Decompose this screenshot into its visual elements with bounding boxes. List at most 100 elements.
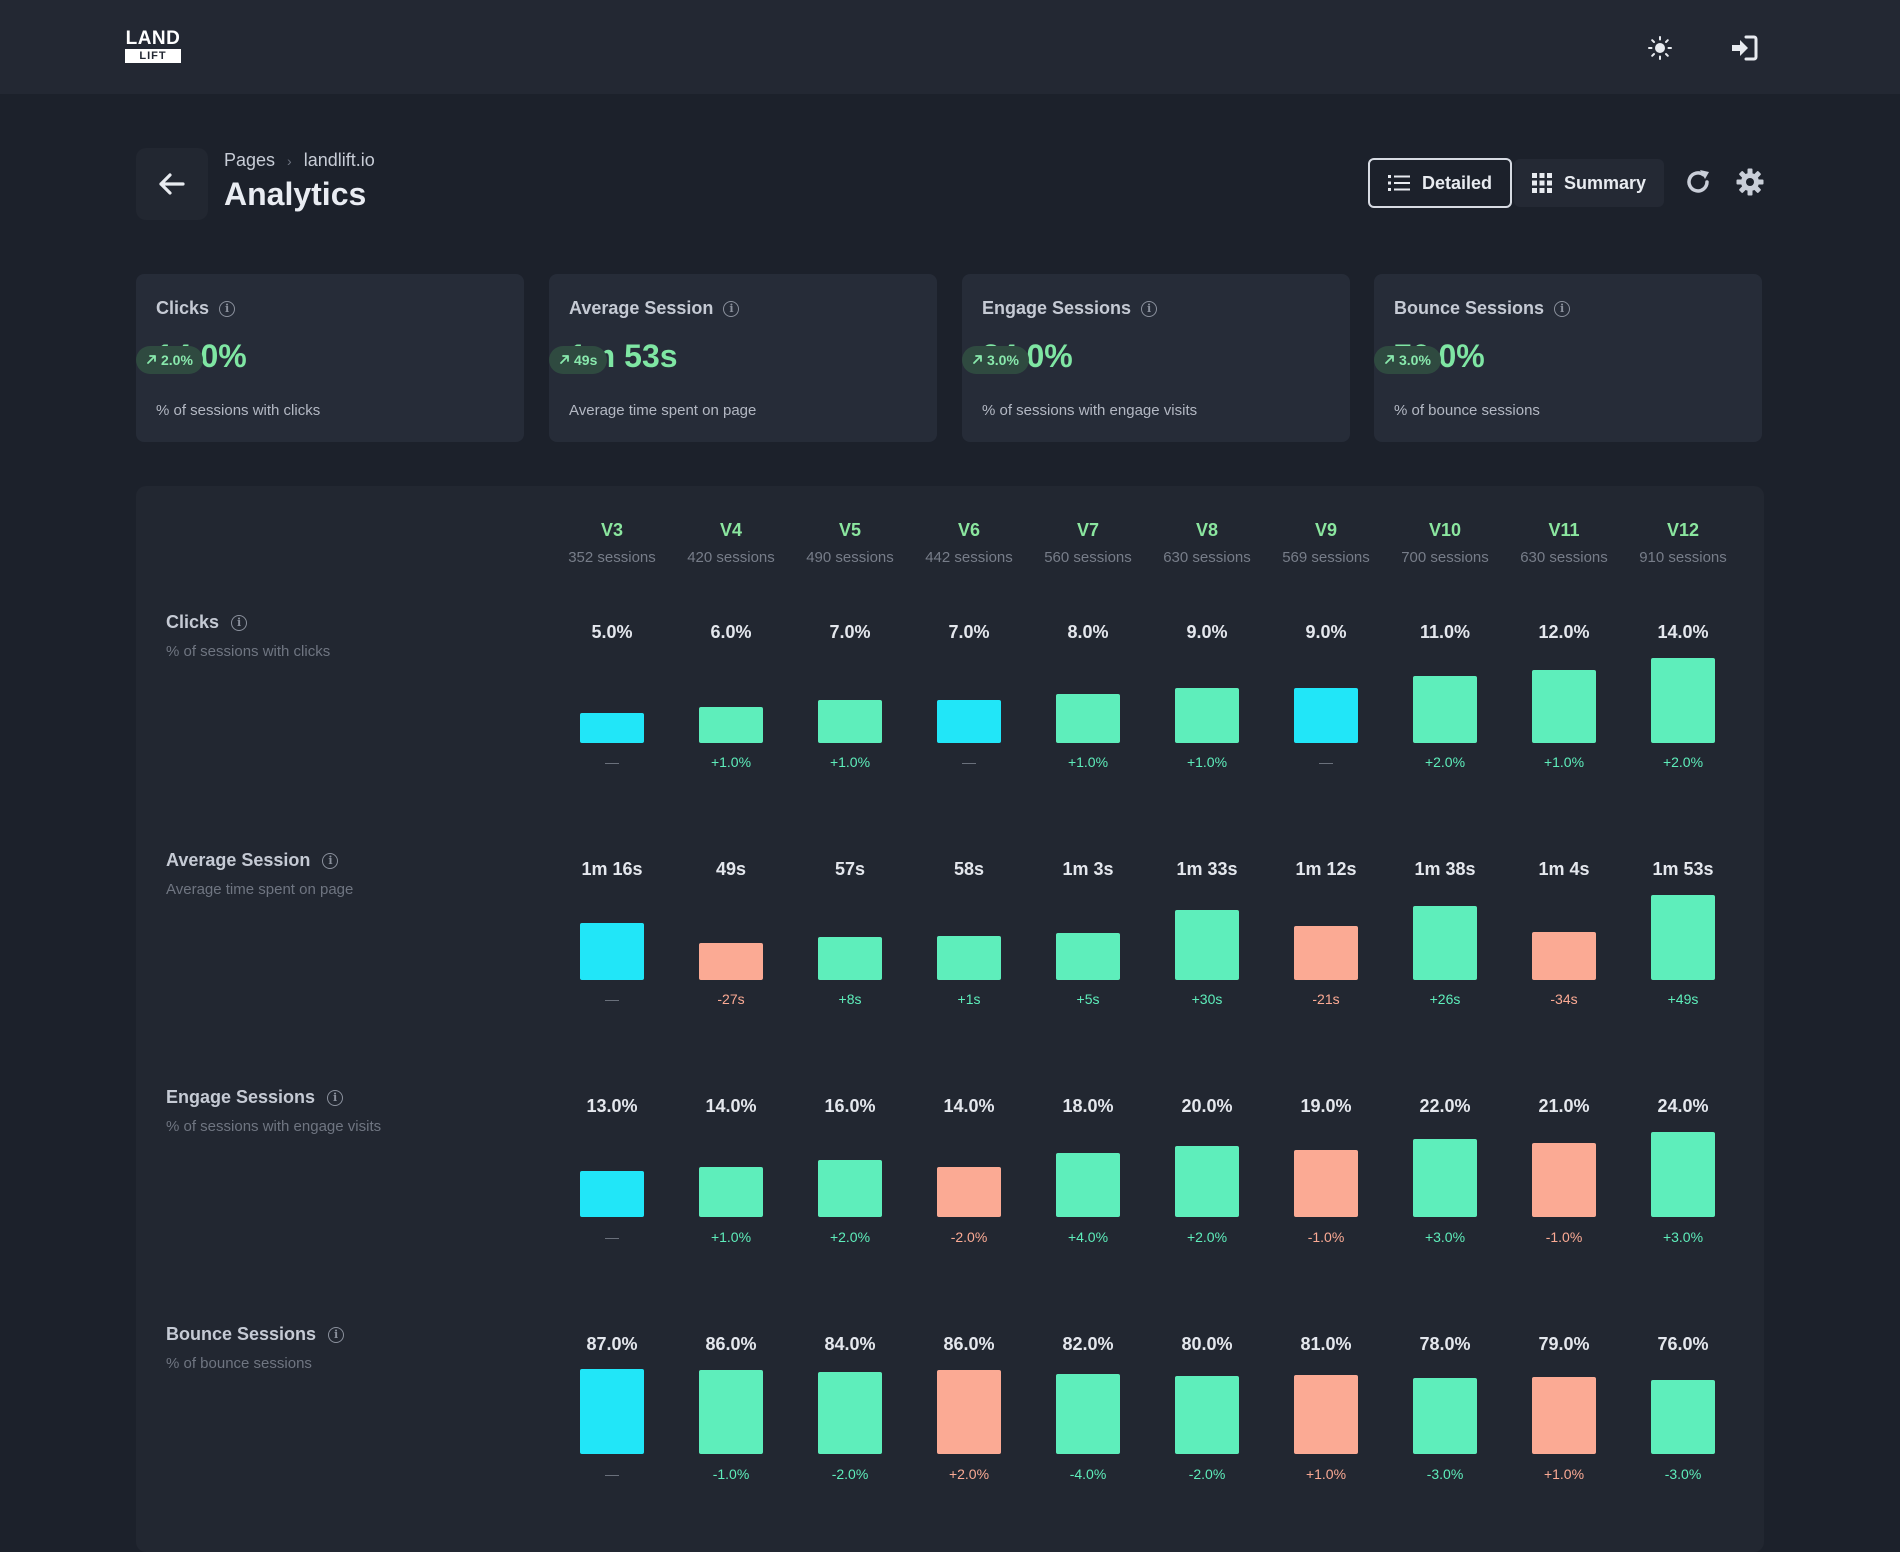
metric-delta: — (962, 754, 976, 770)
refresh-icon[interactable] (1680, 164, 1716, 200)
metric-row-label: Clicks i % of sessions with clicks (166, 612, 330, 660)
metric-bar[interactable] (699, 1370, 763, 1454)
arrow-up-right-icon (559, 352, 570, 368)
metric-value: 9.0% (1305, 622, 1347, 642)
metric-value: 79.0% (1538, 1334, 1590, 1354)
metric-value: 21.0% (1538, 1096, 1590, 1116)
metric-bar[interactable] (1294, 926, 1358, 980)
metric-bar[interactable] (1294, 688, 1358, 743)
metric-bar[interactable] (1175, 1146, 1239, 1217)
metric-bar[interactable] (1056, 933, 1120, 980)
metric-delta: +2.0% (1662, 754, 1704, 770)
metric-bar[interactable] (580, 1369, 644, 1454)
metric-delta: — (605, 754, 619, 770)
metric-delta: +1.0% (1067, 754, 1109, 770)
metric-value: 5.0% (591, 622, 633, 642)
metric-title: Average Session i (166, 850, 353, 871)
summary-card-change-badge: 49s (549, 346, 608, 374)
info-icon[interactable]: i (219, 300, 236, 317)
metric-bar[interactable] (1175, 910, 1239, 980)
summary-view-button[interactable]: Summary (1514, 159, 1665, 207)
gear-icon[interactable] (1732, 164, 1768, 200)
detailed-view-button[interactable]: Detailed (1368, 158, 1513, 208)
metric-bar[interactable] (1651, 1132, 1715, 1217)
version-name: V5 (838, 520, 862, 540)
metric-bar[interactable] (1532, 670, 1596, 743)
metric-delta: +1.0% (710, 1229, 752, 1245)
metric-delta: — (605, 1229, 619, 1245)
summary-card-title-text: Engage Sessions (982, 298, 1132, 318)
metric-bar[interactable] (699, 943, 763, 980)
metric-bar[interactable] (937, 1167, 1001, 1217)
metric-delta: -3.0% (1426, 1466, 1464, 1482)
metric-bar[interactable] (1651, 1380, 1715, 1454)
breadcrumb: Pages › landlift.io (224, 150, 375, 171)
metric-delta: +30s (1191, 991, 1223, 1007)
breadcrumb-pages[interactable]: Pages (224, 150, 276, 170)
list-icon (1388, 175, 1410, 191)
metric-row-label: Bounce Sessions i % of bounce sessions (166, 1324, 345, 1372)
logo-text-top: LAND (125, 28, 181, 49)
version-name: V8 (1195, 520, 1219, 540)
metric-bar[interactable] (818, 700, 882, 743)
metric-bar[interactable] (937, 1370, 1001, 1454)
metric-bar[interactable] (1651, 658, 1715, 743)
info-icon[interactable]: i (327, 1089, 344, 1106)
metric-value: 13.0% (586, 1096, 638, 1116)
info-icon[interactable]: i (1141, 300, 1158, 317)
metric-bar[interactable] (1532, 932, 1596, 980)
info-icon[interactable]: i (723, 300, 740, 317)
info-icon[interactable]: i (328, 1326, 345, 1343)
metric-bar[interactable] (1056, 1153, 1120, 1217)
metric-bar[interactable] (1413, 676, 1477, 743)
version-sessions: 569 sessions (1282, 549, 1370, 566)
metric-delta: -4.0% (1069, 1466, 1107, 1482)
metric-bar[interactable] (1175, 1376, 1239, 1454)
metric-bar[interactable] (699, 707, 763, 743)
metric-bar[interactable] (699, 1167, 763, 1217)
metric-bar[interactable] (1294, 1150, 1358, 1217)
metric-delta: +49s (1667, 991, 1699, 1007)
landlift-logo[interactable]: LAND LIFT (124, 28, 182, 64)
metric-delta: -2.0% (1188, 1466, 1226, 1482)
info-icon[interactable]: i (1554, 300, 1571, 317)
sun-icon[interactable] (1642, 30, 1678, 66)
metric-bar[interactable] (580, 1171, 644, 1217)
version-sessions: 420 sessions (687, 549, 775, 566)
version-name: V3 (600, 520, 624, 540)
metric-bar[interactable] (1056, 694, 1120, 743)
metric-delta: +2.0% (1186, 1229, 1228, 1245)
metric-title-text: Clicks (166, 612, 220, 632)
metric-bar[interactable] (818, 937, 882, 980)
version-column-header: V5 490 sessions (800, 520, 900, 566)
metric-bar[interactable] (937, 700, 1001, 743)
metric-bar[interactable] (1175, 688, 1239, 743)
arrow-up-right-icon (146, 352, 157, 368)
metric-value: 22.0% (1419, 1096, 1471, 1116)
metric-bar[interactable] (1651, 895, 1715, 980)
metric-bar[interactable] (1413, 906, 1477, 980)
summary-card-title-text: Clicks (156, 298, 210, 318)
metric-bar[interactable] (818, 1160, 882, 1217)
metric-bar[interactable] (580, 923, 644, 980)
back-button[interactable] (136, 148, 208, 220)
metric-bar[interactable] (1413, 1378, 1477, 1454)
metric-value: 87.0% (586, 1334, 638, 1354)
summary-card-description: % of bounce sessions (1394, 402, 1540, 419)
metric-bar[interactable] (1294, 1375, 1358, 1454)
metric-bar[interactable] (1532, 1143, 1596, 1217)
metric-description: Average time spent on page (166, 881, 354, 898)
sign-in-icon[interactable] (1726, 30, 1762, 66)
metric-bar[interactable] (1413, 1139, 1477, 1217)
metric-bar[interactable] (1056, 1374, 1120, 1454)
metric-bar[interactable] (937, 936, 1001, 980)
logo-text-bottom: LIFT (125, 49, 181, 63)
metric-delta: -21s (1312, 991, 1340, 1007)
metric-description: % of sessions with engage visits (166, 1118, 382, 1135)
info-icon[interactable]: i (231, 614, 248, 631)
metric-bar[interactable] (818, 1372, 882, 1454)
metric-bar[interactable] (1532, 1377, 1596, 1454)
version-name: V4 (719, 520, 743, 540)
info-icon[interactable]: i (322, 852, 339, 869)
metric-bar[interactable] (580, 713, 644, 743)
